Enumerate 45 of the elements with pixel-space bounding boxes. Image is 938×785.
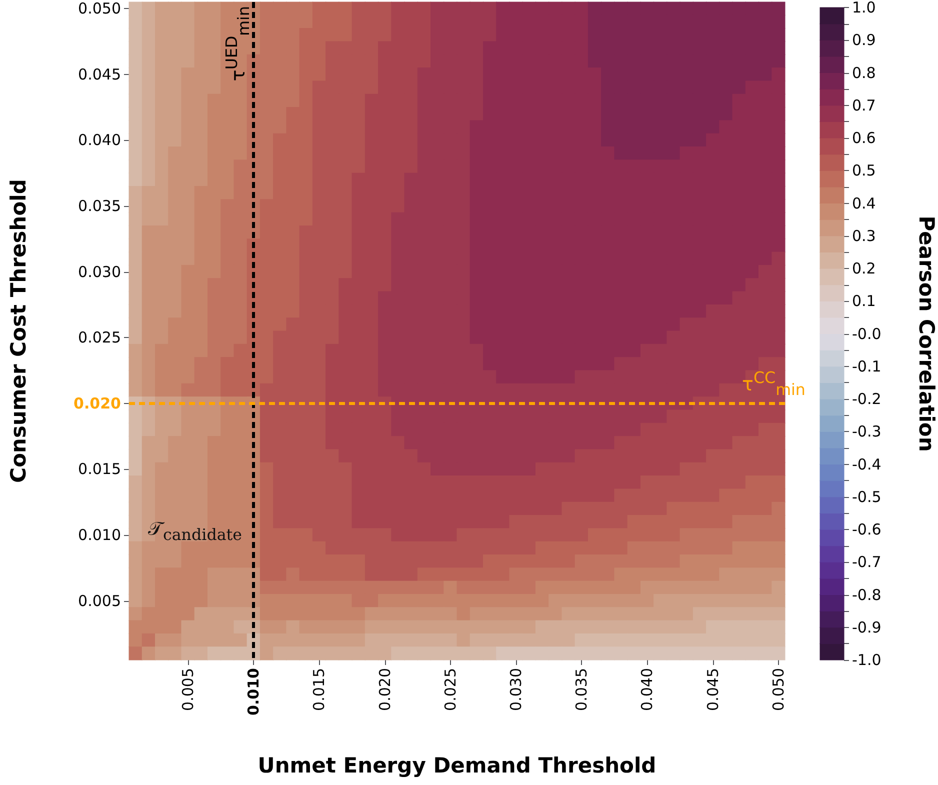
color-bar-label: 0.5 [852,162,876,180]
color-bar-label: -0.9 [852,618,882,636]
x-tick-label: 0.020 [376,668,394,711]
color-bar-label: -0.5 [852,488,882,506]
color-bar-label: 0.1 [852,292,876,310]
y-tick-label: 0.050 [78,0,121,18]
y-tick-label: 0.005 [78,592,121,610]
y-tick-label: 0.030 [78,262,121,281]
color-bar-label: -0.7 [852,553,882,572]
x-tick-label: 0.010 [244,668,263,716]
annotation: 𝒯$_{candidate}$ [148,518,242,546]
y-tick-label: 0.020 [74,394,121,412]
y-tick-label: 0.025 [78,328,121,347]
color-bar-label: 1.0 [852,0,876,16]
x-axis-title: Unmet Energy Demand Threshold [258,754,656,778]
color-bar-label: 0.4 [852,194,876,212]
color-bar-title: Pearson Correlation [914,216,938,452]
color-bar-label: -0.1 [852,357,882,376]
x-tick-label: 0.045 [704,668,722,711]
y-tick-label: 0.040 [78,131,121,150]
color-bar-label: -0.6 [852,520,882,538]
x-tick-label: 0.035 [572,668,591,711]
y-tick-label: 0.035 [78,196,121,215]
color-bar-label: 0.6 [852,129,876,147]
y-tick-label: 0.010 [78,526,121,544]
color-bar-label: -0.3 [852,422,882,441]
color-bar-label: 0.3 [852,226,876,245]
y-tick-label: 0.045 [78,65,121,84]
color-bar-label: -0.0 [852,324,882,343]
y-tick-label: 0.015 [78,460,121,478]
x-tick-label: 0.030 [507,668,526,711]
x-tick-label: 0.025 [441,668,460,711]
x-tick-label: 0.050 [769,668,788,711]
color-bar-label: 0.2 [852,260,876,278]
x-tick-label: 0.015 [310,668,328,711]
x-tick-label: 0.040 [638,668,656,711]
color-bar-label: -0.8 [852,586,882,604]
color-bar-label: 0.8 [852,64,876,82]
color-bar-label: 0.7 [852,96,876,114]
color-bar-label: 0.9 [852,31,876,50]
color-bar-label: -0.2 [852,390,882,408]
y-axis-title: Consumer Cost Threshold [6,179,30,483]
color-bar-label: -1.0 [852,651,882,669]
color-bar-label: -0.4 [852,455,882,474]
x-tick-label: 0.005 [179,668,198,711]
